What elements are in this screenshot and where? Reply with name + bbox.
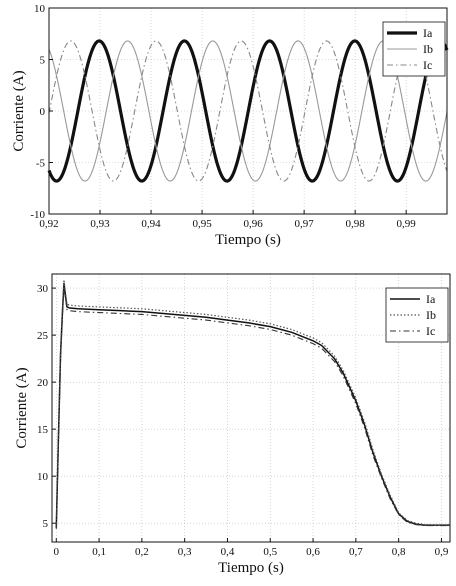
legend-label-ia: Ia [426,292,436,306]
y-tick-label: 5 [40,55,46,67]
x-tick-label: 0,7 [349,546,363,558]
series-line-ic [48,40,448,182]
x-tick-label: 0,9 [435,546,449,558]
y-tick-label: 15 [37,424,49,436]
legend-box [385,287,449,343]
series-line-ib [48,40,448,182]
x-tick-label: 0,99 [397,218,417,230]
series-line-ib [55,279,450,527]
y-tick-label: 5 [43,518,49,530]
x-tick-label: 0,94 [141,218,161,230]
y-tick-label: 20 [37,377,49,389]
y-tick-label: 0 [40,106,46,118]
x-tick-label: 0,98 [346,218,366,230]
y-tick-label: -10 [30,209,45,221]
x-axis-label: Tiempo (s) [215,232,281,248]
x-axis-label: Tiempo (s) [218,560,284,576]
legend-label-ia: Ia [423,26,433,40]
legend-label-ic: Ic [423,58,432,72]
x-tick-label: 0,93 [90,218,110,230]
x-tick-label: 0,92 [39,218,58,230]
grid-lines [52,274,450,542]
y-tick-label: 25 [37,330,49,342]
y-axis-label: Corriente (A) [11,70,27,151]
plot-frame [51,273,451,543]
x-tick-label: 0,5 [263,546,277,558]
x-tick-label: 0,1 [92,546,106,558]
x-tick-label: 0 [54,546,60,558]
x-tick-label: 0,4 [221,546,235,558]
legend-label-ib: Ib [423,42,433,56]
x-tick-label: 0,8 [392,546,406,558]
legend-label-ib: Ib [426,308,436,322]
y-tick-label: 10 [37,471,49,483]
legend: Ia Ib Ic [385,287,449,343]
x-tick-label: 0,95 [192,218,212,230]
legend: Ia Ib Ic [382,21,446,77]
x-tick-label: 0,3 [178,546,192,558]
y-tick-label: 10 [34,3,46,15]
top-chart: 0,92 0,93 0,94 0,95 0,96 0,97 0,98 0,99 -10 -5 0 5 1… [11,3,449,248]
y-axis-label: Corriente (A) [14,367,30,448]
x-tick-label: 0,96 [243,218,263,230]
bottom-chart: 0 0,1 0,2 0,3 0,4 0,5 0,6 0,7 0,8 0,9 5 10 15 20 25 30 T… [14,273,451,576]
x-tick-label: 0,97 [295,218,315,230]
series-line-ia [47,39,449,183]
x-tick-label: 0,2 [135,546,149,558]
legend-label-ic: Ic [426,324,435,338]
x-tick-label: 0,6 [306,546,320,558]
y-tick-label: 30 [37,283,49,295]
y-tick-label: -5 [36,158,46,170]
